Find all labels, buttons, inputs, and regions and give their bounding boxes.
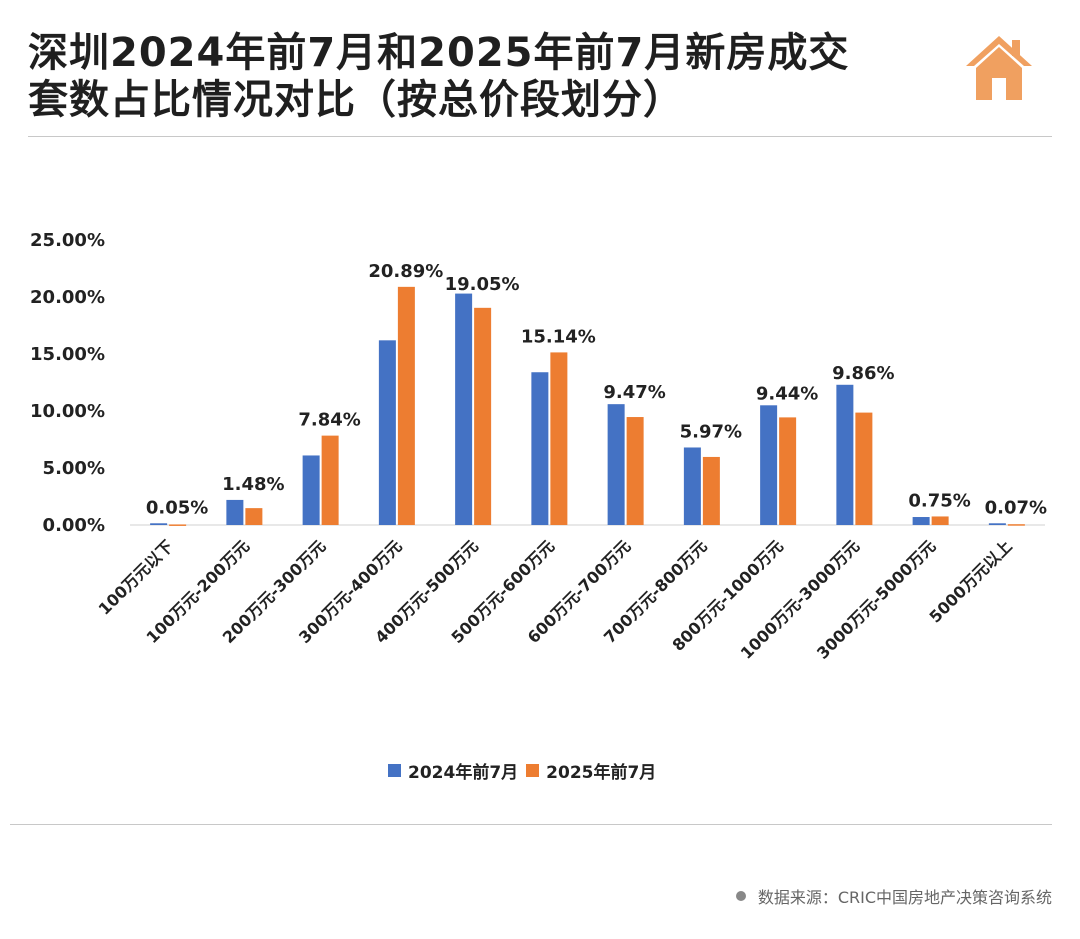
bar-2025 — [779, 417, 797, 525]
bar-2025 — [397, 286, 415, 525]
legend-label-2025: 2025年前7月 — [546, 763, 657, 783]
legend-swatch-2025 — [526, 764, 540, 777]
data-label: 9.47% — [603, 382, 665, 403]
bar-2025 — [245, 508, 263, 525]
bar-2025 — [855, 412, 873, 525]
data-label: 1.48% — [222, 474, 284, 495]
title-line-1: 深圳2024年前7月和2025年前7月新房成交 — [28, 30, 850, 76]
footer-divider — [10, 824, 1052, 825]
legend-item-2025: 2025年前7月 — [526, 758, 656, 783]
data-label: 9.86% — [832, 363, 894, 384]
legend-label-2024: 2024年前7月 — [408, 763, 519, 783]
house-icon — [966, 36, 1032, 100]
bar-2025 — [474, 307, 492, 525]
bar-2024 — [226, 499, 244, 525]
bar-2025 — [931, 516, 949, 525]
bar-2024 — [988, 523, 1006, 525]
bar-2025 — [626, 417, 644, 525]
data-label: 9.44% — [756, 383, 818, 404]
bullet-icon — [735, 891, 746, 901]
bar-2025 — [702, 456, 720, 525]
source-note: 数据来源：CRIC中国房地产决策咨询系统 — [735, 884, 1052, 908]
y-tick-label: 25.00% — [30, 230, 105, 251]
bar-2024 — [302, 455, 320, 525]
title-line-2: 套数占比情况对比（按总价段划分） — [28, 77, 684, 123]
data-label: 15.14% — [521, 326, 596, 347]
bar-2024 — [455, 293, 473, 525]
page-title: 深圳2024年前7月和2025年前7月新房成交 套数占比情况对比（按总价段划分） — [28, 30, 928, 124]
bar-2025 — [1007, 524, 1025, 526]
data-label: 0.75% — [908, 490, 970, 511]
y-tick-label: 5.00% — [43, 458, 105, 479]
data-label: 0.07% — [985, 497, 1047, 518]
bar-2024 — [836, 384, 854, 525]
header-divider — [28, 136, 1052, 137]
legend-item-2024: 2024年前7月 — [388, 758, 518, 783]
legend-swatch-2024 — [388, 764, 401, 777]
bar-2024 — [760, 405, 778, 525]
bar-chart: 0.00% 5.00% 10.00% 15.00% 20.00% 25.00% 0.05% 1… — [30, 230, 1047, 663]
y-tick-label: 20.00% — [30, 287, 105, 308]
data-label: 19.05% — [445, 274, 520, 295]
data-label: 20.89% — [368, 261, 443, 282]
bar-2024 — [150, 523, 168, 525]
x-tick-label: 100万元以下 — [95, 536, 177, 618]
source-text: 数据来源：CRIC中国房地产决策咨询系统 — [757, 888, 1052, 907]
data-label: 5.97% — [680, 421, 742, 442]
bar-2024 — [607, 404, 625, 525]
bar-2024 — [531, 372, 549, 525]
bar-2024 — [683, 447, 701, 525]
y-tick-label: 15.00% — [30, 344, 105, 365]
bar-2025 — [321, 435, 339, 525]
bar-2024 — [378, 340, 396, 525]
bar-2024 — [912, 517, 930, 525]
bar-2025 — [169, 524, 187, 526]
y-tick-label: 0.00% — [43, 515, 105, 536]
data-label: 7.84% — [298, 410, 360, 431]
chart-legend: 2024年前7月 2025年前7月 — [388, 758, 664, 783]
data-label: 0.05% — [146, 497, 208, 518]
y-tick-label: 10.00% — [30, 401, 105, 422]
bar-2025 — [550, 352, 568, 525]
